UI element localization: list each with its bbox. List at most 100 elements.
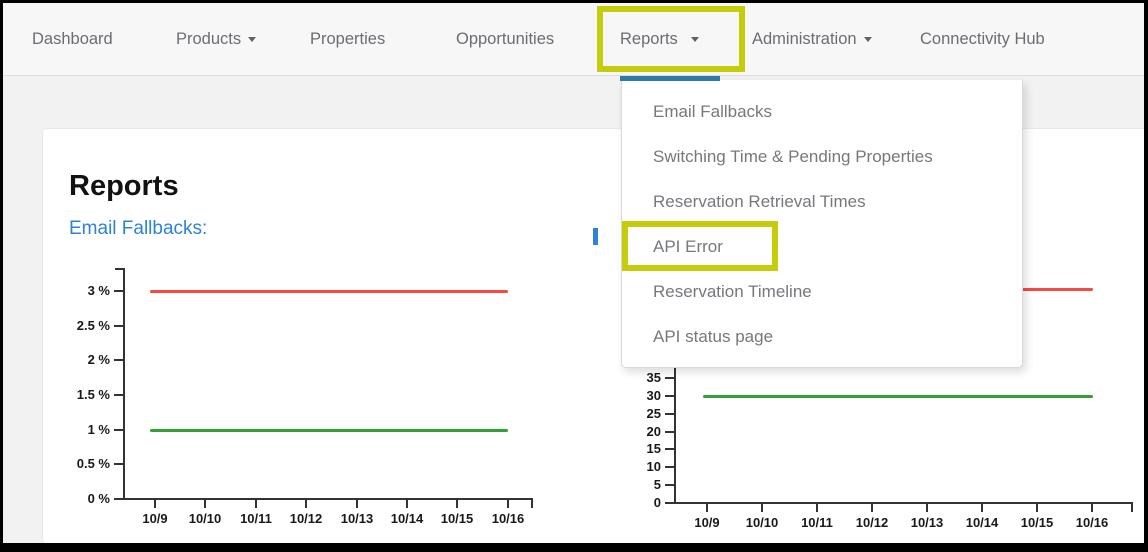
x-tick-label: 10/11: [240, 511, 272, 526]
x-tick-label: 10/16: [491, 511, 525, 526]
menu-item-api-status-page[interactable]: API status page: [653, 327, 774, 346]
y-axis-end-tick: [115, 268, 123, 270]
y-tick: [114, 290, 123, 292]
x-tick-label: 10/12: [855, 515, 889, 530]
x-tick-label: 10/13: [910, 515, 944, 530]
menu-item-switching-time[interactable]: Switching Time & Pending Properties: [653, 147, 933, 166]
y-tick: [665, 466, 674, 468]
y-tick-label: 1.5 %: [76, 387, 110, 402]
x-tick-label: 10/10: [188, 511, 222, 526]
y-tick: [665, 484, 674, 486]
nav-item-label: Products: [176, 30, 242, 48]
nav-item-label: Opportunities: [456, 30, 555, 48]
x-tick: [507, 500, 509, 508]
nav-item-products[interactable]: Products: [176, 3, 257, 75]
y-tick-label: 0 %: [87, 491, 110, 506]
x-tick: [1036, 504, 1038, 512]
nav-item-label: Dashboard: [32, 30, 113, 48]
screenshot-border-top: [0, 0, 1148, 3]
email-fallbacks-link[interactable]: Email Fallbacks:: [69, 218, 208, 239]
y-tick: [665, 395, 674, 397]
y-tick: [114, 359, 123, 361]
y-tick: [665, 502, 674, 504]
x-axis-end-tick: [1131, 504, 1133, 512]
y-tick: [665, 377, 674, 379]
screenshot-border-right: [1144, 0, 1148, 552]
screenshot-border-bottom: [0, 543, 1148, 552]
y-tick: [114, 463, 123, 465]
y-tick-label: 25: [646, 406, 661, 421]
y-tick-label: 2.5 %: [76, 318, 110, 333]
x-tick: [154, 500, 156, 508]
obscured-chart-title-fragment: [593, 228, 598, 245]
screenshot-border-left: [0, 0, 3, 552]
y-tick: [665, 448, 674, 450]
x-tick-label: 10/16: [1075, 515, 1109, 530]
y-tick-label: 2 %: [87, 352, 110, 367]
nav-item-reports[interactable]: Reports: [620, 3, 699, 75]
series-red-flat-line: [150, 290, 508, 293]
annotation-box-api-error: [622, 221, 778, 271]
x-tick-label: 10/14: [965, 515, 999, 530]
page-title: Reports: [69, 170, 179, 202]
x-tick: [926, 504, 928, 512]
menu-item-reservation-timeline[interactable]: Reservation Timeline: [653, 282, 812, 301]
x-axis: [123, 498, 533, 500]
menu-item-reservation-retrieval-times[interactable]: Reservation Retrieval Times: [653, 192, 866, 211]
series-green-flat-line: [703, 395, 1093, 398]
y-tick-label: 15: [646, 441, 661, 456]
x-tick: [761, 504, 763, 512]
x-tick-label: 10/13: [340, 511, 374, 526]
x-tick: [456, 500, 458, 508]
y-tick: [114, 498, 123, 500]
y-tick-label: 10: [646, 459, 661, 474]
y-tick: [114, 429, 123, 431]
x-tick: [706, 504, 708, 512]
nav-item-label: Connectivity Hub: [920, 30, 1045, 48]
nav-item-dashboard[interactable]: Dashboard: [32, 3, 113, 75]
menu-item-email-fallbacks[interactable]: Email Fallbacks: [653, 102, 773, 121]
x-tick-label: 10/10: [745, 515, 779, 530]
x-tick-label: 10/9: [142, 511, 168, 526]
x-tick-label: 10/15: [1020, 515, 1054, 530]
x-tick-label: 10/14: [390, 511, 424, 526]
menu-item-api-error[interactable]: API Error: [653, 237, 723, 256]
y-tick-label: 0.5 %: [76, 456, 110, 471]
y-tick-label: 35: [646, 370, 661, 385]
x-tick: [204, 500, 206, 508]
x-tick-label: 10/9: [694, 515, 720, 530]
y-tick-label: 30: [646, 388, 661, 403]
nav-item-administration[interactable]: Administration: [752, 3, 872, 75]
x-tick: [356, 500, 358, 508]
annotation-box-reports: [597, 6, 745, 72]
top-navigation: Dashboard Products Properties Opportunit…: [0, 3, 1148, 76]
x-tick: [871, 504, 873, 512]
nav-item-label: Administration: [752, 30, 857, 48]
nav-item-label: Properties: [310, 30, 386, 48]
x-tick: [1091, 504, 1093, 512]
y-tick: [665, 431, 674, 433]
nav-item-connectivity-hub[interactable]: Connectivity Hub: [920, 3, 1045, 75]
nav-item-properties[interactable]: Properties: [310, 3, 385, 75]
x-tick: [255, 500, 257, 508]
active-nav-indicator: [620, 76, 720, 81]
y-tick: [114, 394, 123, 396]
caret-down-icon: [690, 37, 699, 43]
x-tick-label: 10/12: [289, 511, 323, 526]
x-axis: [674, 502, 1133, 504]
x-tick-label: 10/15: [440, 511, 474, 526]
caret-down-icon: [863, 37, 872, 43]
y-tick-label: 3 %: [87, 283, 110, 298]
y-axis: [123, 268, 125, 500]
x-tick: [981, 504, 983, 512]
x-axis-end-tick: [531, 500, 533, 508]
nav-item-label: Reports: [620, 30, 678, 48]
nav-item-opportunities[interactable]: Opportunities: [456, 3, 554, 75]
y-tick-label: 1 %: [87, 422, 110, 437]
x-tick-label: 10/11: [801, 515, 833, 530]
x-tick: [816, 504, 818, 512]
y-tick-label: 0: [653, 495, 661, 510]
y-tick: [665, 413, 674, 415]
x-tick: [406, 500, 408, 508]
